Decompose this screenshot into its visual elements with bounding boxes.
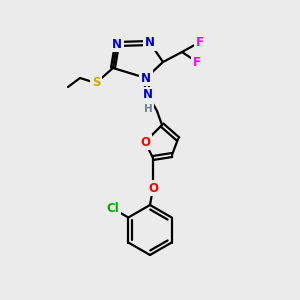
Text: S: S xyxy=(92,76,100,89)
Text: N: N xyxy=(112,38,122,50)
Text: N: N xyxy=(145,37,155,50)
Text: N: N xyxy=(143,88,153,101)
Text: F: F xyxy=(196,35,204,49)
Text: O: O xyxy=(140,136,150,148)
Text: H: H xyxy=(144,104,152,114)
Text: Cl: Cl xyxy=(106,202,119,215)
Text: F: F xyxy=(193,56,201,68)
Text: O: O xyxy=(148,182,158,194)
Text: N: N xyxy=(141,71,151,85)
